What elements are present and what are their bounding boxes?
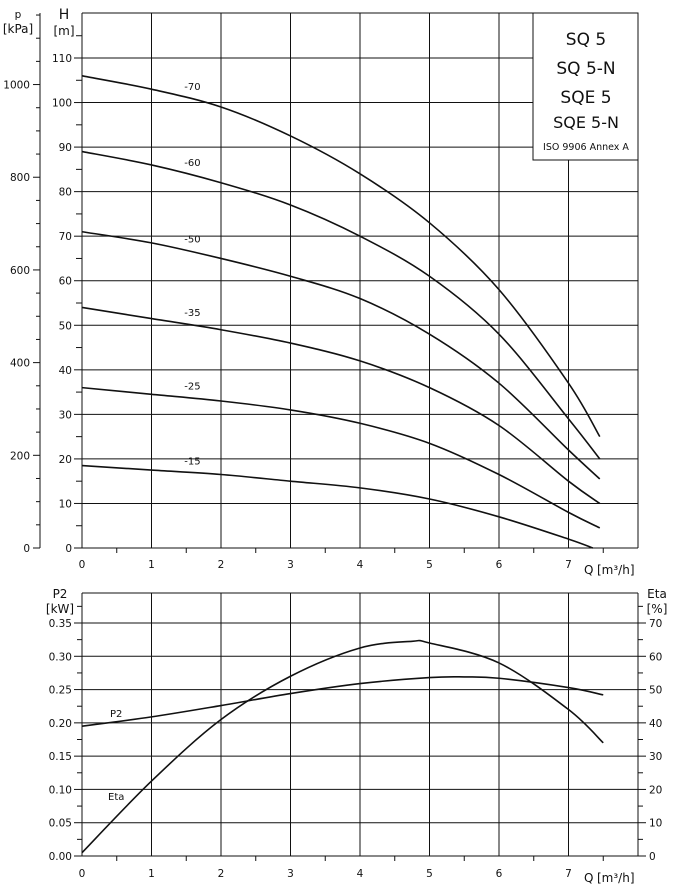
eta-curve-label: Eta [108, 792, 124, 803]
curve-label: -25 [184, 382, 200, 393]
y-tick-label: 10 [59, 498, 72, 510]
p2-curve [81, 675, 604, 727]
head-axis-title: H [59, 7, 70, 23]
eta-tick-label: 60 [649, 651, 662, 663]
pressure-tick-label: 0 [23, 543, 30, 555]
y-tick-label: 110 [52, 53, 72, 65]
p2-curve-label: P2 [110, 709, 122, 720]
y-tick-label: 60 [59, 276, 72, 288]
pressure-tick-label: 400 [10, 358, 30, 370]
curve-label: -50 [184, 235, 200, 246]
p2-tick-label: 0.30 [49, 651, 72, 663]
pressure-tick-label: 1000 [3, 80, 30, 92]
eta-curve [81, 639, 604, 854]
head-curve-m50 [81, 230, 601, 480]
model-label: SQ 5 [566, 30, 606, 50]
y-tick-label: 0 [65, 543, 72, 555]
head-curve-m15 [81, 464, 594, 549]
eta-tick-label: 50 [649, 685, 662, 697]
x-axis-unit: [m³/h] [597, 871, 635, 885]
x-tick-label: 1 [148, 868, 155, 880]
p2-tick-label: 0.20 [49, 718, 72, 730]
pressure-tick-label: 800 [10, 172, 30, 184]
eta-tick-label: 0 [649, 851, 656, 863]
model-label: SQE 5-N [553, 113, 619, 132]
head-axis-unit: [m] [53, 24, 74, 38]
eta-tick-label: 20 [649, 784, 662, 796]
x-tick-label: 4 [357, 559, 364, 571]
eta-axis-title: Eta [647, 587, 667, 601]
eta-tick-label: 40 [649, 718, 662, 730]
x-tick-label: 7 [565, 559, 572, 571]
pressure-tick-label: 200 [10, 450, 30, 462]
pressure-axis-title: p [15, 9, 22, 21]
curve-label: -15 [184, 456, 200, 467]
pressure-axis-unit: [kPa] [3, 22, 33, 36]
y-tick-label: 20 [59, 454, 72, 466]
model-label: SQE 5 [560, 88, 611, 108]
head-curve-m70 [81, 75, 601, 438]
x-tick-label: 1 [148, 559, 155, 571]
x-tick-label: 6 [496, 868, 503, 880]
x-tick-label: 2 [218, 868, 225, 880]
y-tick-label: 40 [59, 365, 72, 377]
x-axis-title: Q [584, 563, 593, 577]
p2-axis-unit: [kW] [46, 602, 74, 616]
x-tick-label: 5 [426, 559, 433, 571]
x-tick-label: 0 [79, 559, 86, 571]
p2-tick-label: 0.25 [49, 685, 72, 697]
x-tick-label: 7 [565, 868, 572, 880]
p2-tick-label: 0.00 [49, 851, 72, 863]
legend-box: SQ 5 SQ 5-N SQE 5 SQE 5-N ISO 9906 Annex… [532, 12, 639, 161]
curve-label: -60 [184, 158, 200, 169]
x-tick-label: 3 [287, 559, 294, 571]
y-tick-label: 50 [59, 320, 72, 332]
head-curve-m35 [81, 306, 601, 505]
eta-tick-label: 70 [649, 618, 662, 630]
eta-tick-label: 30 [649, 751, 662, 763]
x-tick-label: 2 [218, 559, 225, 571]
x-tick-label: 0 [79, 868, 86, 880]
p2-axis-title: P2 [53, 587, 68, 601]
p2-tick-label: 0.35 [49, 618, 72, 630]
y-tick-label: 80 [59, 187, 72, 199]
curve-label: -70 [184, 82, 200, 93]
y-tick-label: 70 [59, 231, 72, 243]
x-axis-title: Q [584, 871, 593, 885]
head-curve-m60 [81, 150, 601, 460]
p2-tick-label: 0.15 [49, 751, 72, 763]
p2-tick-label: 0.05 [49, 818, 72, 830]
x-tick-label: 3 [287, 868, 294, 880]
y-tick-label: 30 [59, 409, 72, 421]
y-tick-label: 90 [59, 142, 72, 154]
y-tick-label: 100 [52, 98, 72, 110]
standard-label: ISO 9906 Annex A [543, 142, 629, 153]
model-label: SQ 5-N [556, 59, 615, 79]
eta-tick-label: 10 [649, 818, 662, 830]
pressure-tick-label: 600 [10, 265, 30, 277]
curve-label: -35 [184, 308, 200, 319]
eta-axis-unit: [%] [647, 602, 668, 616]
x-tick-label: 5 [426, 868, 433, 880]
x-axis-unit: [m³/h] [597, 563, 635, 577]
x-tick-label: 6 [496, 559, 503, 571]
p2-tick-label: 0.10 [49, 784, 72, 796]
head-curve-m25 [81, 386, 601, 529]
x-tick-label: 4 [357, 868, 364, 880]
power-efficiency-chart: 0.000.050.100.150.200.250.300.3501020304… [46, 587, 667, 885]
